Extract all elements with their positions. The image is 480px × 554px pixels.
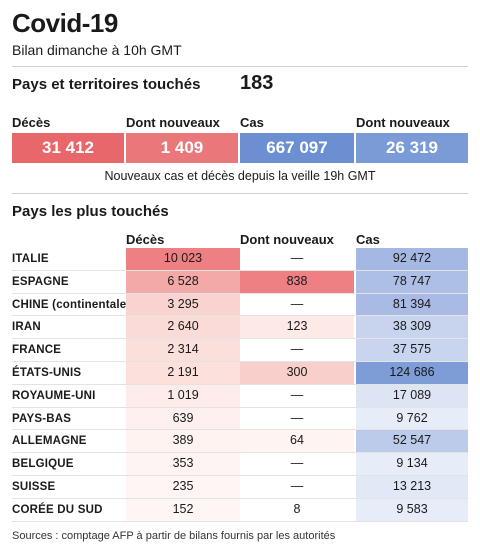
summary-header-new-cases: Dont nouveaux [356,115,450,130]
cases-cell: 9 134 [356,453,468,475]
deaths-cell: 10 023 [126,248,240,270]
country-name: ITALIE [12,253,49,265]
cases-cell: 92 472 [356,248,468,270]
new-deaths-cell: 8 [240,498,354,521]
table-row: ESPAGNE 6 528 838 78 747 [12,270,468,294]
country-name: ÉTATS-UNIS [12,366,82,379]
column-header-deaths: Décès [126,232,165,247]
country-name: ALLEMAGNE [12,435,87,448]
summary-header-deaths: Décès [12,115,51,130]
countries-affected-value: 183 [240,72,274,94]
country-name: CHINE (continentale) [12,298,131,311]
summary-deaths-box: 31 412 [12,133,124,163]
country-name: SUISSE [12,480,56,493]
country-name: FRANCE [12,344,62,357]
table-row: PAYS-BAS 639—9 762 [12,407,468,431]
countries-affected-label: Pays et territoires touchés [12,76,201,93]
table-row: ÉTATS-UNIS 2 191 300 124 686 [12,361,468,385]
table-row: CORÉE DU SUD 152 8 9 583 [12,498,468,522]
cases-cell: 81 394 [356,293,468,316]
summary-header-new-deaths: Dont nouveaux [126,115,220,130]
cases-cell: 9 762 [356,407,468,430]
table-row: CHINE (continentale) 3 295—81 394 [12,293,468,317]
deaths-cell: 152 [126,498,240,521]
new-deaths-cell: 838 [240,270,354,293]
deaths-cell: 2 314 [126,339,240,361]
deaths-cell: 1 019 [126,384,240,407]
table-row: IRAN 2 640 123 38 309 [12,316,468,340]
new-deaths-cell: — [240,475,354,498]
cases-cell: 37 575 [356,339,468,361]
new-deaths-cell: 123 [240,316,354,339]
deaths-cell: 389 [126,430,240,453]
new-deaths-cell: 64 [240,430,354,453]
cases-cell: 124 686 [356,361,468,384]
table-title: Pays les plus touchés [12,203,169,220]
cases-cell: 52 547 [356,430,468,453]
countries-table: ITALIE 10 023—92 472 ESPAGNE 6 528 838 78 747… [12,248,468,522]
deaths-cell: 235 [126,475,240,498]
deaths-cell: 2 191 [126,361,240,384]
deaths-cell: 2 640 [126,316,240,339]
column-header-new-deaths: Dont nouveaux [240,232,334,247]
summary-new-cases-box: 26 319 [356,133,468,163]
table-row: FRANCE 2 314—37 575 [12,339,468,362]
page-title: Covid-19 [12,8,118,38]
table-row: ALLEMAGNE 389 64 52 547 [12,430,468,454]
divider [12,193,468,194]
column-header-cases: Cas [356,232,380,247]
new-deaths-cell: — [240,339,354,361]
cases-cell: 17 089 [356,384,468,407]
cases-cell: 78 747 [356,270,468,293]
country-name: PAYS-BAS [12,412,72,425]
new-deaths-cell: — [240,293,354,316]
cases-cell: 9 583 [356,498,468,521]
summary-new-deaths-box: 1 409 [126,133,238,163]
summary-header-cases: Cas [240,115,264,130]
table-row: ROYAUME-UNI 1 019—17 089 [12,384,468,408]
country-name: BELGIQUE [12,458,74,471]
new-deaths-cell: 300 [240,361,354,384]
sources-note: Sources : comptage AFP à partir de bilan… [12,530,336,542]
cases-cell: 13 213 [356,475,468,498]
table-row: ITALIE 10 023—92 472 [12,248,468,271]
summary-note: Nouveaux cas et décès depuis la veille 1… [104,169,376,183]
divider [12,66,468,67]
summary-cases-box: 667 097 [240,133,354,163]
table-row: BELGIQUE 353—9 134 [12,453,468,476]
new-deaths-cell: — [240,248,354,270]
deaths-cell: 6 528 [126,270,240,293]
page-subtitle: Bilan dimanche à 10h GMT [12,42,182,58]
new-deaths-cell: — [240,384,354,407]
new-deaths-cell: — [240,453,354,475]
country-name: CORÉE DU SUD [12,503,103,516]
deaths-cell: 639 [126,407,240,430]
deaths-cell: 353 [126,453,240,475]
table-row: SUISSE 235—13 213 [12,475,468,499]
new-deaths-cell: — [240,407,354,430]
cases-cell: 38 309 [356,316,468,339]
deaths-cell: 3 295 [126,293,240,316]
country-name: ROYAUME-UNI [12,389,96,402]
country-name: ESPAGNE [12,275,69,288]
country-name: IRAN [12,321,41,334]
